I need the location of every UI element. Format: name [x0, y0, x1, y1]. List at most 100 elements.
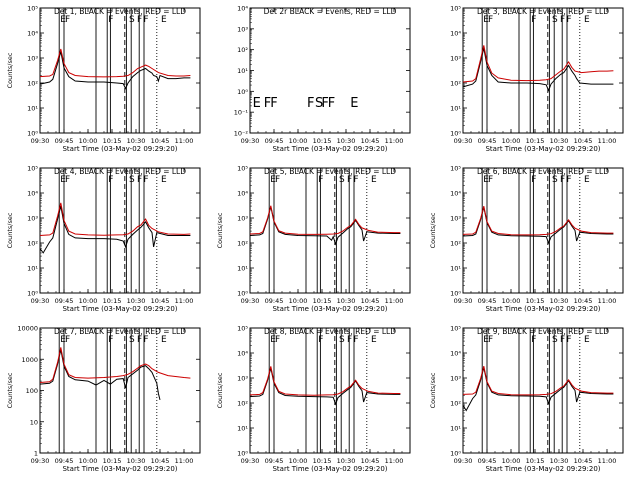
x-tick-label: 11:00 [175, 297, 194, 305]
plot-title: Det 5, BLACK = Events, RED = LLD [264, 167, 396, 176]
y-tick-label: 10⁻² [234, 130, 249, 138]
x-tick-label: 10:15 [313, 137, 332, 145]
y-tick-label: 10⁵ [27, 165, 38, 173]
series-lld [39, 202, 191, 236]
marker-letter: E [350, 96, 358, 111]
plot-title: Det 8, BLACK = Events, RED = LLD [264, 327, 396, 336]
x-tick-label: 09:45 [478, 457, 497, 465]
series-lld [462, 365, 614, 396]
marker-letter: F [353, 175, 358, 185]
x-tick-label: 10:00 [289, 457, 308, 465]
y-tick-label: 10² [237, 46, 248, 54]
series-lld [249, 205, 401, 235]
y-tick-label: 10¹ [27, 105, 38, 113]
x-tick-label: 09:30 [454, 457, 473, 465]
x-tick-label: 11:00 [385, 137, 404, 145]
marker-letter: E [161, 15, 167, 25]
x-tick-label: 10:30 [550, 297, 569, 305]
marker-letter: F [65, 15, 70, 25]
y-tick-label: 10⁴ [237, 5, 248, 13]
x-tick-label: 10:30 [127, 137, 146, 145]
y-tick-label: 10¹ [237, 265, 248, 273]
y-tick-label: 10³ [27, 215, 38, 223]
y-tick-label: 10⁻¹ [234, 109, 249, 117]
marker-letter: F [108, 175, 113, 185]
marker-letter: F [531, 15, 536, 25]
x-tick-label: 09:45 [265, 297, 284, 305]
plot-title: Det 1, BLACK = Events, RED = LLD [54, 7, 186, 16]
plot-title: Det 9, BLACK = Events, RED = LLD [477, 327, 609, 336]
y-tick-label: 10² [27, 240, 38, 248]
x-tick-label: 09:30 [31, 297, 50, 305]
plot-title: Det 2r BLACK = Events, RED = LLD [264, 7, 397, 16]
x-tick-label: 09:30 [454, 137, 473, 145]
marker-letter: E [584, 175, 590, 185]
x-axis-label: Start Time (03-May-02 09:29:20) [62, 305, 177, 313]
x-tick-label: 09:30 [31, 457, 50, 465]
marker-letter: E [60, 175, 66, 185]
marker-letter: F [560, 175, 565, 185]
marker-letter: F [275, 175, 280, 185]
marker-letter: F [65, 335, 70, 345]
series-lld [462, 205, 614, 236]
x-tick-label: 10:15 [103, 137, 122, 145]
plot-det-4: Det 4, BLACK = Events, RED = LLD 09:30 09:… [6, 165, 201, 313]
y-tick-label: 10⁰ [27, 290, 38, 298]
x-tick-label: 10:45 [574, 137, 593, 145]
x-tick-label: 10:00 [289, 137, 308, 145]
x-tick-label: 11:00 [598, 137, 617, 145]
y-tick-label: 10² [27, 80, 38, 88]
x-tick-label: 09:45 [55, 297, 74, 305]
x-tick-label: 09:45 [478, 137, 497, 145]
marker-letter: F [488, 175, 493, 185]
marker-letter: F [143, 335, 148, 345]
x-axis-label: Start Time (03-May-02 09:29:20) [62, 145, 177, 153]
marker-letter: F [560, 15, 565, 25]
marker-letter: F [318, 335, 323, 345]
x-axis-label: Start Time (03-May-02 09:29:20) [272, 145, 387, 153]
marker-letter: E [483, 175, 489, 185]
x-tick-label: 10:30 [550, 457, 569, 465]
y-tick-label: 10¹ [450, 105, 461, 113]
x-tick-label: 09:30 [241, 457, 260, 465]
marker-letter: E [270, 175, 276, 185]
plot-det-9: Det 9, BLACK = Events, RED = LLD 09:30 09:… [429, 325, 624, 473]
x-tick-label: 10:15 [526, 137, 545, 145]
y-axis-label: Counts/sec [6, 52, 14, 88]
x-tick-label: 09:45 [478, 297, 497, 305]
marker-letter: E [161, 335, 167, 345]
series-lld [249, 366, 401, 396]
y-tick-label: 100 [26, 387, 38, 395]
y-tick-label: 10³ [450, 375, 461, 383]
y-axis-label: Counts/sec [216, 212, 224, 248]
y-tick-label: 10⁴ [450, 350, 461, 358]
x-tick-label: 10:15 [103, 457, 122, 465]
marker-letter: F [321, 96, 328, 111]
x-tick-label: 11:00 [175, 457, 194, 465]
series-events [39, 205, 191, 254]
marker-letter: F [566, 335, 571, 345]
x-tick-label: 10:45 [574, 457, 593, 465]
y-axis-label: Counts/sec [6, 212, 14, 248]
x-tick-label: 10:45 [151, 137, 170, 145]
marker-letter: F [137, 335, 142, 345]
marker-letter: E [270, 335, 276, 345]
marker-letter: F [347, 175, 352, 185]
plot-det-6: Det 6, BLACK = Events, RED = LLD 09:30 09:… [429, 165, 624, 313]
series-events [39, 349, 161, 401]
y-axis-label: Counts/sec [6, 372, 14, 408]
y-tick-label: 10² [237, 400, 248, 408]
marker-letter: F [307, 96, 314, 111]
x-tick-label: 09:30 [241, 297, 260, 305]
marker-letter: F [560, 335, 565, 345]
marker-letter: F [566, 15, 571, 25]
y-tick-label: 10¹ [237, 425, 248, 433]
x-axis-label: Start Time (03-May-02 09:29:20) [272, 465, 387, 473]
marker-letter: F [566, 175, 571, 185]
x-tick-label: 10:15 [526, 457, 545, 465]
y-tick-label: 10³ [27, 55, 38, 63]
marker-letter: S [129, 15, 135, 25]
y-tick-label: 10¹ [450, 265, 461, 273]
marker-letter: F [531, 335, 536, 345]
